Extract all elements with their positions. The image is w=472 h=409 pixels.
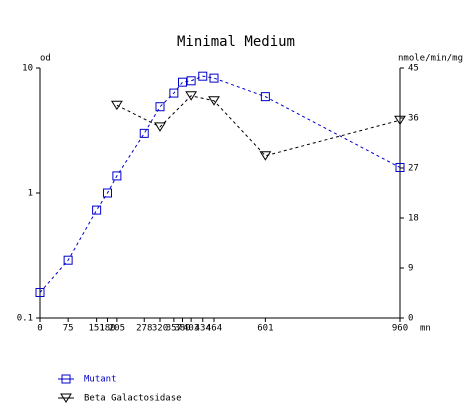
x-tick-label: 403 [183,324,199,334]
y2-tick-label: 18 [408,214,419,224]
data-point [35,287,45,297]
x-tick-label: 464 [206,324,222,334]
data-point [394,115,406,126]
y-tick-label: 10 [22,64,33,74]
x-tick-label: 601 [257,324,273,334]
x-tick-label: 180 [99,324,115,334]
data-point [185,91,198,101]
chart-title: Minimal Medium [177,34,295,50]
data-point [110,100,123,111]
x-tick-label: 75 [63,324,74,334]
data-point [395,162,405,172]
y2-axis-label: nmole/min/mg [398,54,463,64]
data-point [139,128,149,138]
data-point [208,96,220,106]
y-axis-label: od [40,54,51,64]
data-point [186,76,196,86]
data-point [169,88,179,98]
y-tick-label: 1 [28,189,33,199]
legend-marker [61,374,71,384]
data-point [198,71,208,81]
data-point [63,255,73,265]
data-point [92,205,102,215]
y2-tick-label: 27 [408,164,419,174]
series-line [116,95,401,157]
data-point [154,122,166,132]
series-line [39,75,401,293]
y2-tick-label: 45 [408,64,419,74]
x-tick-label: 0 [37,324,42,334]
y2-tick-label: 36 [408,114,419,124]
x-tick-label: 205 [109,324,125,334]
data-point [259,151,272,161]
x-tick-label: 151 [88,324,104,334]
legend-label: Beta Galactosidase [84,394,182,404]
x-tick-label: 380 [174,324,190,334]
x-tick-label: 320 [152,324,168,334]
data-point [178,77,187,87]
data-point [155,102,165,112]
x-tick-label: 357 [166,324,182,334]
x-tick-label: 434 [195,324,211,334]
y2-tick-label: 9 [408,264,413,274]
x-axis-label: mn [420,324,431,334]
data-point [209,73,219,83]
data-point [260,92,270,102]
data-point [112,171,122,181]
x-tick-label: 278 [136,324,152,334]
legend-marker [60,393,72,403]
x-tick-label: 960 [392,324,408,334]
legend-label: Mutant [84,375,117,385]
y2-tick-label: 0 [408,314,413,324]
data-point [103,188,112,198]
y-tick-label: 0.1 [17,314,33,324]
